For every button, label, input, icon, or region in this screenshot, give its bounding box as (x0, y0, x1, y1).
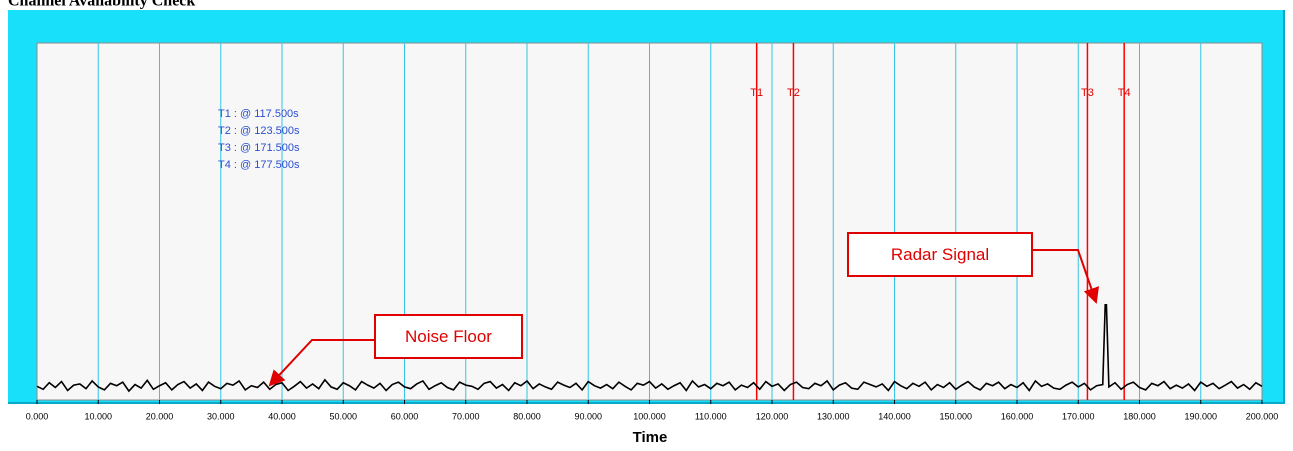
chart-title: Channel Availability Check (8, 0, 195, 10)
x-tick-label: 80.000 (513, 411, 541, 421)
x-tick-label: 120.000 (756, 411, 789, 421)
cursor-readout: T4 : @ 177.500s (218, 159, 300, 171)
x-tick-label: 70.000 (452, 411, 480, 421)
signal-line (36, 304, 1263, 393)
x-tick-label: 20.000 (146, 411, 174, 421)
x-tick-label: 190.000 (1184, 411, 1217, 421)
x-tick-label: 50.000 (329, 411, 357, 421)
cursor-tag: T2 (787, 87, 800, 99)
annotation-box (847, 232, 1033, 277)
x-axis-label: Time (633, 429, 668, 446)
x-tick-label: 40.000 (268, 411, 296, 421)
cursor-readout: T3 : @ 171.500s (218, 142, 300, 154)
x-tick-label: 90.000 (574, 411, 602, 421)
annotation-text: Radar Signal (891, 245, 989, 264)
cursor-tag: T4 (1118, 87, 1131, 99)
x-tick-label: 150.000 (939, 411, 972, 421)
annotation-arrow (1032, 249, 1099, 304)
cursor-tag: T1 (750, 87, 763, 99)
x-tick-label: 200.000 (1246, 411, 1279, 421)
annotation-arrow (268, 339, 375, 387)
x-tick-label: 0.000 (26, 411, 49, 421)
x-tick-label: 160.000 (1001, 411, 1034, 421)
x-tick-label: 60.000 (391, 411, 419, 421)
cursor-tag: T3 (1081, 87, 1094, 99)
x-tick-label: 140.000 (878, 411, 911, 421)
x-tick-label: 180.000 (1123, 411, 1156, 421)
x-tick-label: 170.000 (1062, 411, 1095, 421)
x-tick-label: 110.000 (695, 411, 727, 421)
x-tick-label: 30.000 (207, 411, 235, 421)
cursor-readout: T2 : @ 123.500s (218, 125, 300, 137)
cursor-readout: T1 : @ 117.500s (218, 108, 299, 120)
x-tick-label: 100.000 (633, 411, 666, 421)
annotation-box (374, 314, 523, 359)
x-tick-label: 130.000 (817, 411, 850, 421)
x-tick-label: 10.000 (84, 411, 112, 421)
annotation-text: Noise Floor (405, 327, 492, 346)
